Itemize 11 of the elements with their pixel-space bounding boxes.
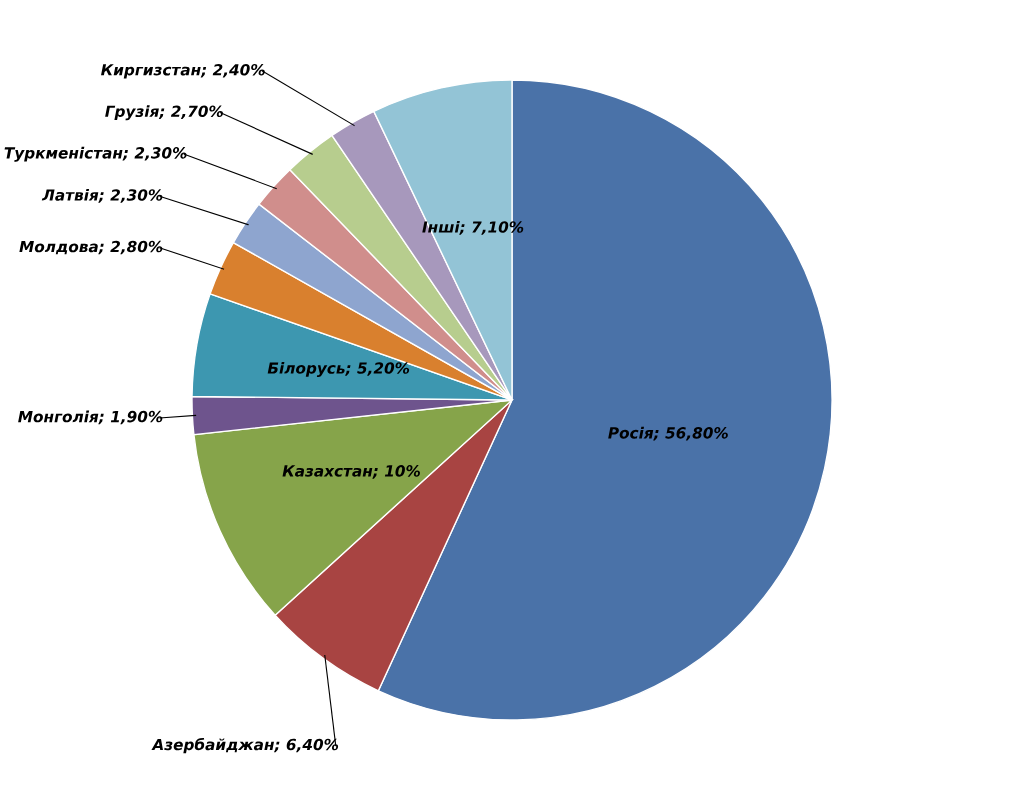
slice-label: Росія; 56,80% bbox=[608, 426, 728, 441]
slice-label: Казахстан; 10% bbox=[282, 465, 420, 479]
slice-label: Грузія; 2,70% bbox=[105, 105, 223, 121]
slice-label: Латвія; 2,30% bbox=[41, 188, 163, 203]
slice-label: Молдова; 2,80% bbox=[19, 240, 163, 255]
slice-label: Киргизстан; 2,40% bbox=[101, 63, 265, 79]
slice-label: Азербайджан; 6,40% bbox=[151, 737, 339, 754]
slice-label: Туркменістан; 2,30% bbox=[4, 146, 187, 162]
slice-label: Монголія; 1,90% bbox=[18, 410, 163, 425]
slice-label: Білорусь; 5,20% bbox=[267, 361, 410, 377]
slice-label: Інші; 7,10% bbox=[422, 220, 524, 235]
